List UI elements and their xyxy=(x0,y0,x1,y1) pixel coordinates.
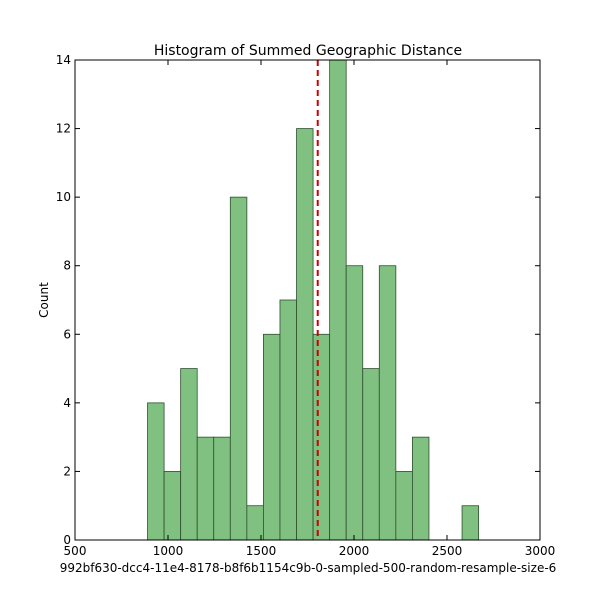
histogram-bar-11 xyxy=(329,59,347,541)
histogram-bar-16 xyxy=(412,436,430,541)
y-tick-label-6: 6 xyxy=(63,327,71,341)
chart-title: Histogram of Summed Geographic Distance xyxy=(154,43,462,59)
histogram-bar-4 xyxy=(213,436,231,541)
histogram-bar-12 xyxy=(345,265,364,541)
y-tick-label-12: 12 xyxy=(56,122,71,136)
x-tick-label-3000: 3000 xyxy=(525,544,556,558)
x-tick-label-2000: 2000 xyxy=(339,544,370,558)
y-tick-label-10: 10 xyxy=(56,190,71,204)
plot-area-frame xyxy=(74,59,541,541)
x-tick-label-500: 500 xyxy=(64,544,87,558)
histogram-bar-3 xyxy=(196,436,215,541)
x-tick-label-1500: 1500 xyxy=(246,544,277,558)
x-tick-label-2500: 2500 xyxy=(432,544,463,558)
y-tick-label-8: 8 xyxy=(63,259,71,273)
y-tick-label-4: 4 xyxy=(63,396,71,410)
histogram-bar-13 xyxy=(362,368,380,541)
x-axis-ticks: 500 1000 1500 2000 2500 3000 xyxy=(64,60,556,558)
histogram-bar-2 xyxy=(180,368,198,541)
x-axis-label: 992bf630-dcc4-11e4-8178-b8f6b1154c9b-0-s… xyxy=(60,561,557,575)
histogram-bar-6 xyxy=(246,505,264,541)
histogram-bar-1 xyxy=(163,471,182,541)
y-axis-label: Count xyxy=(37,282,51,318)
y-tick-label-0: 0 xyxy=(63,533,71,547)
histogram-bar-7 xyxy=(263,333,281,541)
y-tick-label-2: 2 xyxy=(63,464,71,478)
histogram-bar-5 xyxy=(229,196,248,541)
x-tick-label-1000: 1000 xyxy=(153,544,184,558)
histogram-bar-0 xyxy=(147,402,165,541)
histogram-bar-14 xyxy=(378,265,397,541)
histogram-bar-17 xyxy=(461,505,480,541)
histogram-bar-9 xyxy=(296,128,314,541)
y-axis-ticks: 0 2 4 6 8 10 12 14 xyxy=(56,53,540,547)
histogram-bar-8 xyxy=(279,299,297,541)
histogram-bar-15 xyxy=(395,471,413,541)
y-tick-label-14: 14 xyxy=(56,53,71,67)
histogram-bar-10 xyxy=(312,333,331,541)
